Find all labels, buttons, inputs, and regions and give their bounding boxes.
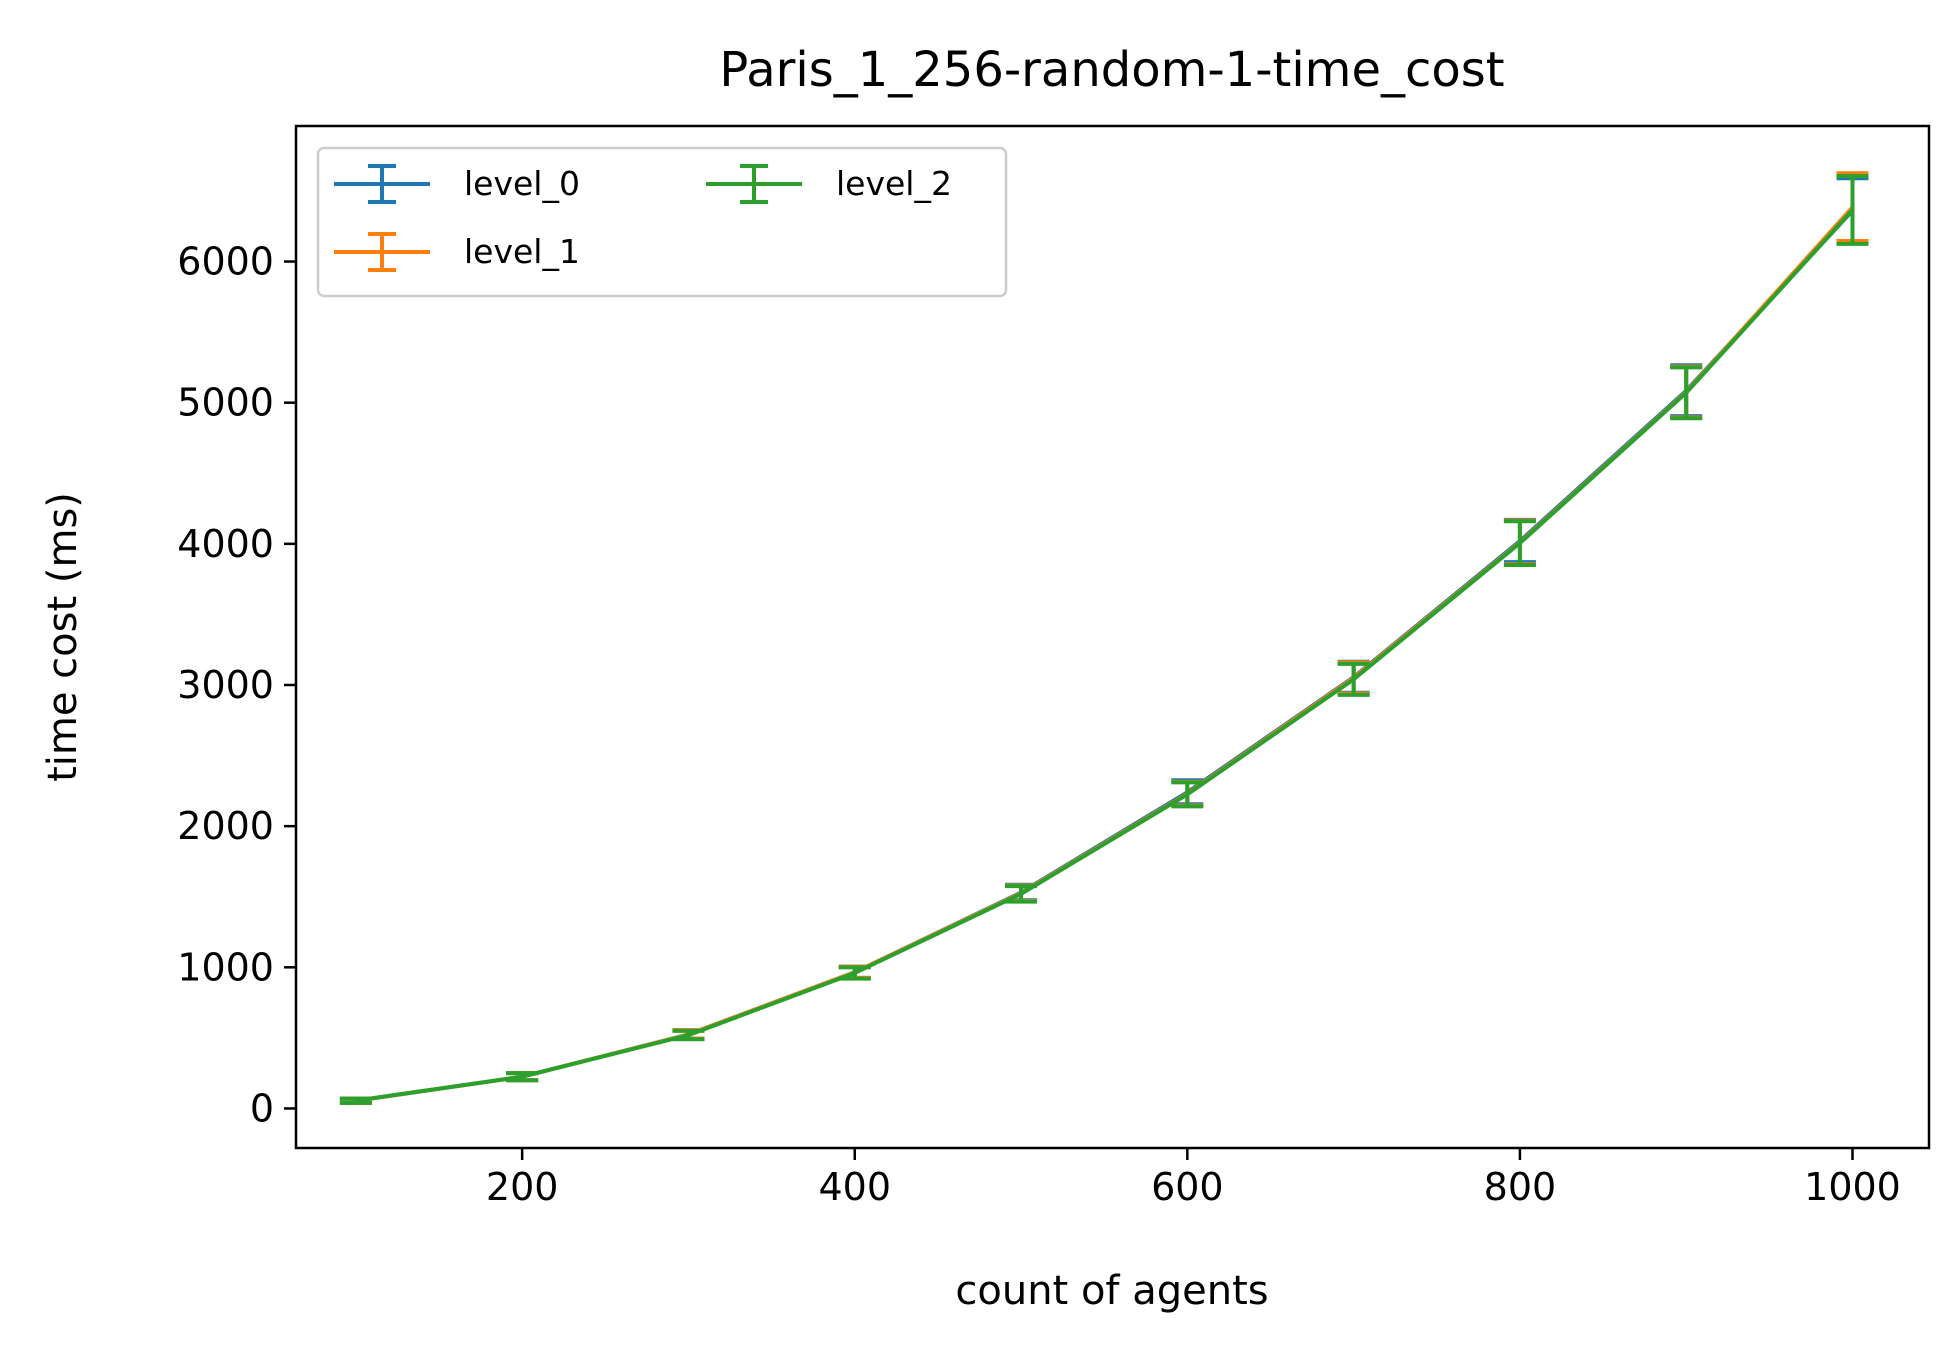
legend-label: level_1 [464,232,580,271]
axes: 200 400 600 800 1000 0 1000 2000 3000 4000 5000 600… [177,240,1901,1209]
y-tick-label: 4000 [177,522,274,566]
x-tick-label: 600 [1151,1165,1224,1209]
legend-item-level_2: level_2 [706,164,952,204]
y-axis-label: time cost (ms) [40,492,86,782]
legend-item-level_0: level_0 [334,164,580,204]
x-tick-label: 1000 [1804,1165,1901,1209]
legend-box [316,146,1008,298]
error-bar [1171,780,1204,809]
plot-frame [294,124,1931,1150]
x-tick-label: 200 [486,1165,559,1209]
y-tick-label: 5000 [177,381,274,425]
legend-label: level_2 [836,164,952,203]
plot-area [339,171,1869,1105]
series-level_2 [339,174,1869,1105]
x-tick-label: 400 [818,1165,891,1209]
error-bar [672,1028,705,1042]
legend: level_0 level_1 level_2 [316,146,1008,298]
x-axis-label: count of agents [955,1268,1268,1314]
error-bar [1670,365,1703,421]
chart-title: Paris_1_256-random-1-time_cost [719,42,1504,98]
error-bar [1503,519,1536,568]
error-bar [1337,661,1370,697]
legend-item-level_1: level_1 [334,232,580,272]
y-tick-label: 1000 [177,945,274,989]
error-bar [339,1096,372,1105]
error-bar [1836,174,1869,246]
y-tick-label: 0 [250,1086,274,1130]
y-tick-label: 3000 [177,663,274,707]
y-tick-label: 2000 [177,804,274,848]
error-bar [506,1071,539,1083]
error-bar [838,965,871,981]
y-tick-label: 6000 [177,240,274,284]
series-line [355,208,1854,1103]
legend-label: level_0 [464,164,580,203]
x-tick-label: 800 [1484,1165,1557,1209]
error-bar [1005,884,1038,904]
